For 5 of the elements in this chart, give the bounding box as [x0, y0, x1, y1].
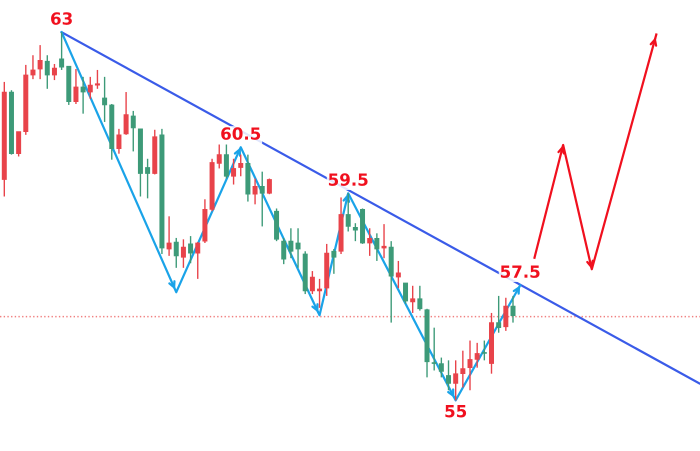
annotation: 59.5 — [328, 173, 368, 186]
annotation: 55 — [445, 405, 466, 418]
annotation: 57.5 — [500, 266, 540, 278]
annotation: 63 — [51, 12, 72, 25]
annotation: 60.5 — [221, 127, 260, 140]
